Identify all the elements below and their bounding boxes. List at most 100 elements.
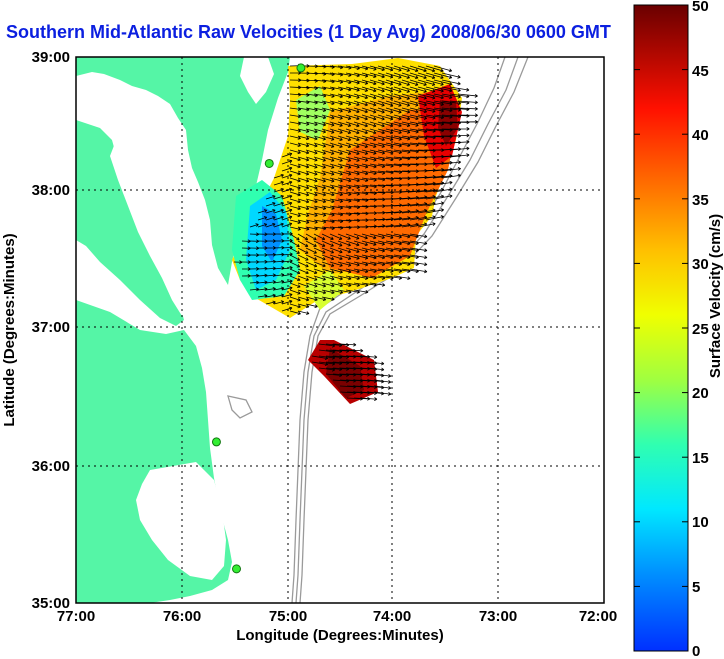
velocity-vector <box>345 114 360 121</box>
velocity-vector <box>361 233 377 240</box>
velocity-vector <box>289 198 301 204</box>
velocity-vector <box>305 261 318 268</box>
velocity-vector <box>417 100 436 107</box>
velocity-vector <box>345 254 360 260</box>
velocity-vector <box>305 282 318 288</box>
velocity-vector <box>393 86 410 93</box>
velocity-vector <box>337 240 351 247</box>
velocity-vector <box>409 240 428 246</box>
velocity-vector <box>329 93 343 99</box>
velocity-vector <box>321 198 335 204</box>
velocity-vector <box>329 128 343 134</box>
x-tick-label: 76:00 <box>163 608 201 625</box>
velocity-vector <box>313 191 327 197</box>
velocity-vector <box>361 149 377 155</box>
velocity-vector <box>401 100 419 107</box>
velocity-vectors <box>233 63 478 401</box>
velocity-vector <box>297 268 309 275</box>
velocity-vector <box>433 93 453 99</box>
velocity-vector <box>374 379 392 384</box>
velocity-vector <box>321 142 335 148</box>
velocity-vector <box>321 296 335 301</box>
colorbar-tick-label: 5 <box>692 579 700 596</box>
velocity-vector <box>289 268 301 275</box>
velocity-vector <box>457 106 478 111</box>
velocity-vector <box>329 177 343 183</box>
velocity-vector <box>337 86 352 92</box>
velocity-vector <box>329 233 343 240</box>
velocity-vector <box>281 293 293 298</box>
velocity-vector <box>409 233 428 239</box>
velocity-vector <box>409 79 427 87</box>
velocity-vector <box>289 247 300 254</box>
velocity-vector <box>289 212 301 218</box>
velocity-vector <box>353 121 368 128</box>
velocity-vector <box>337 177 352 183</box>
velocity-vector <box>249 223 259 228</box>
colorbar-tick-label: 10 <box>692 514 709 531</box>
velocity-vector <box>321 149 335 155</box>
velocity-vector <box>273 187 284 193</box>
velocity-vector <box>329 135 343 141</box>
velocity-vector <box>385 100 402 107</box>
velocity-vector <box>425 79 444 86</box>
velocity-vector <box>329 114 343 120</box>
velocity-vector <box>345 170 360 176</box>
velocity-vector <box>337 142 352 149</box>
colorbar-gradient <box>633 4 689 652</box>
delaware-bay <box>240 57 274 104</box>
velocity-vector <box>449 146 470 151</box>
velocity-vector <box>249 287 260 292</box>
velocity-vector <box>337 128 352 135</box>
velocity-vector <box>265 202 276 207</box>
velocity-vector <box>385 121 402 128</box>
velocity-vector <box>305 156 318 162</box>
velocity-vector <box>393 93 410 100</box>
velocity-vector <box>361 114 377 121</box>
velocity-vector <box>273 201 284 207</box>
velocity-vector <box>361 93 377 100</box>
velocity-vector <box>369 121 385 128</box>
velocity-vector <box>425 215 444 221</box>
velocity-vector <box>401 79 419 87</box>
velocity-vector <box>369 149 386 155</box>
velocity-vector <box>369 247 386 253</box>
velocity-vector <box>353 128 368 135</box>
velocity-vector <box>369 79 385 86</box>
velocity-vector <box>281 201 293 207</box>
velocity-vector <box>353 247 369 253</box>
velocity-vector <box>337 268 352 274</box>
velocity-vector <box>321 240 334 247</box>
velocity-vector <box>393 121 411 128</box>
colorbar-tick-label: 0 <box>692 643 700 659</box>
velocity-vector <box>385 79 402 86</box>
velocity-vector <box>305 128 318 134</box>
velocity-vector <box>393 128 411 134</box>
velocity-vector <box>425 208 444 214</box>
velocity-vector <box>441 167 461 172</box>
velocity-vector <box>289 170 301 176</box>
velocity-vector <box>297 275 309 281</box>
velocity-vector <box>281 299 293 305</box>
velocity-vector <box>257 223 268 228</box>
velocity-vector <box>369 72 385 79</box>
velocity-vector <box>297 254 309 261</box>
velocity-vector <box>273 173 284 179</box>
velocity-vector <box>393 107 411 114</box>
velocity-vector <box>345 163 360 169</box>
velocity-vector <box>273 215 284 221</box>
velocity-vector <box>265 209 276 214</box>
velocity-vector <box>353 261 369 267</box>
velocity-vector <box>385 142 402 148</box>
velocity-vector <box>353 114 368 121</box>
velocity-vector <box>305 212 318 217</box>
velocity-vector <box>433 79 453 86</box>
velocity-vector <box>361 156 377 162</box>
velocity-vector <box>385 107 402 114</box>
velocity-vector <box>257 209 268 214</box>
velocity-vector <box>377 121 394 128</box>
velocity-vector <box>289 289 301 295</box>
velocity-vector <box>297 177 310 183</box>
velocity-vector <box>360 355 378 359</box>
velocity-vector <box>377 93 394 100</box>
